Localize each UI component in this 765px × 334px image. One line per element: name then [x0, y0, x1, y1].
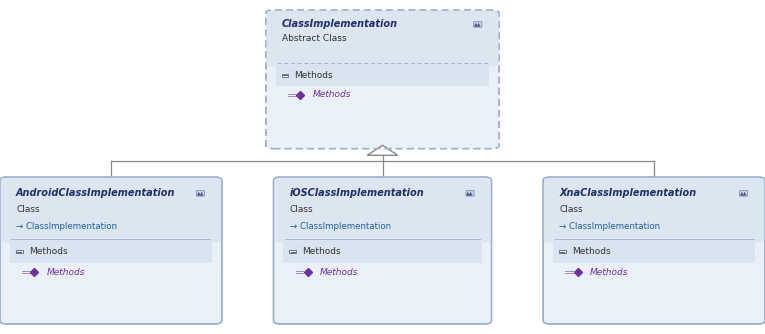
Text: Methods: Methods: [571, 247, 610, 256]
Text: Methods: Methods: [295, 71, 333, 80]
Text: ▲▲: ▲▲: [467, 191, 474, 196]
Text: Methods: Methods: [47, 268, 85, 277]
Text: ▲▲: ▲▲: [740, 191, 747, 196]
Bar: [551, 235, 757, 239]
Text: Methods: Methods: [302, 247, 340, 256]
FancyBboxPatch shape: [266, 10, 500, 67]
FancyBboxPatch shape: [266, 10, 500, 149]
Text: Class: Class: [559, 205, 583, 214]
FancyBboxPatch shape: [274, 177, 491, 242]
Text: ▲▲: ▲▲: [474, 22, 481, 27]
Text: ClassImplementation: ClassImplementation: [282, 19, 398, 29]
Text: Class: Class: [289, 205, 313, 214]
Text: AndroidClassImplementation: AndroidClassImplementation: [16, 188, 175, 198]
Bar: [275, 65, 490, 86]
Text: → ClassImplementation: → ClassImplementation: [16, 222, 117, 231]
FancyBboxPatch shape: [274, 177, 491, 324]
Text: XnaClassImplementation: XnaClassImplementation: [559, 188, 696, 198]
Text: Methods: Methods: [313, 90, 351, 99]
Text: → ClassImplementation: → ClassImplementation: [289, 222, 391, 231]
Text: Methods: Methods: [590, 268, 628, 277]
FancyBboxPatch shape: [0, 177, 222, 324]
FancyBboxPatch shape: [543, 177, 765, 324]
Text: Methods: Methods: [321, 268, 359, 277]
Text: iOSClassImplementation: iOSClassImplementation: [289, 188, 425, 198]
Text: → ClassImplementation: → ClassImplementation: [559, 222, 660, 231]
Text: ▲▲: ▲▲: [197, 191, 204, 196]
Text: Class: Class: [16, 205, 40, 214]
Polygon shape: [367, 145, 398, 155]
Bar: [281, 235, 484, 239]
Text: Abstract Class: Abstract Class: [282, 34, 347, 43]
Bar: [10, 241, 212, 263]
Bar: [283, 241, 482, 263]
Bar: [274, 59, 491, 63]
Bar: [553, 241, 755, 263]
FancyBboxPatch shape: [0, 177, 222, 242]
Text: Methods: Methods: [28, 247, 67, 256]
Bar: [289, 250, 296, 253]
Bar: [558, 250, 565, 253]
Bar: [8, 235, 214, 239]
FancyBboxPatch shape: [543, 177, 765, 242]
Bar: [282, 74, 288, 77]
Bar: [15, 250, 22, 253]
